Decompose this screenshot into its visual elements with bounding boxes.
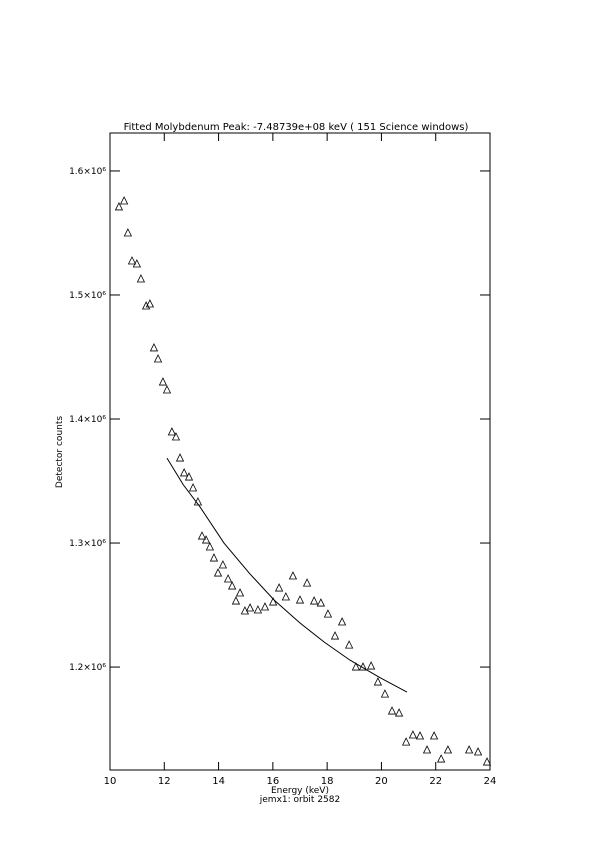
data-point: [422, 745, 432, 754]
data-point: [141, 301, 151, 310]
data-point: [260, 602, 270, 611]
data-point: [429, 731, 439, 740]
data-point: [373, 677, 383, 686]
data-point: [213, 568, 223, 577]
data-point: [145, 299, 155, 308]
data-point: [401, 737, 411, 746]
plot-frame: [109, 132, 491, 771]
data-point: [330, 631, 340, 640]
subtitle: jemx1: orbit 2582: [259, 795, 340, 805]
data-point: [184, 472, 194, 481]
data-point: [132, 259, 142, 268]
data-point: [274, 583, 284, 592]
data-point: [188, 483, 198, 492]
data-point: [415, 731, 425, 740]
data-point: [436, 754, 446, 763]
data-point: [171, 432, 181, 441]
y-axis-label: Detector counts: [55, 416, 65, 488]
data-point: [288, 571, 298, 580]
chart-title: Fitted Molybdenum Peak: -7.48739e+08 keV…: [124, 122, 469, 133]
data-point: [197, 531, 207, 540]
x-tick-label: 16: [266, 776, 279, 787]
y-tick-label: 1.2×10⁶: [69, 663, 106, 673]
x-tick-label: 20: [375, 776, 388, 787]
y-tick-label: 1.5×10⁶: [69, 291, 106, 301]
data-point: [309, 596, 319, 605]
x-axis-label: Energy (keV): [271, 786, 329, 796]
data-point: [167, 427, 177, 436]
fit-line: [166, 457, 408, 693]
data-point: [235, 588, 245, 597]
data-point: [227, 581, 237, 590]
x-tick-label: 22: [429, 776, 442, 787]
data-point: [387, 706, 397, 715]
data-point: [268, 597, 278, 606]
x-tick-label: 18: [321, 776, 334, 787]
data-point: [153, 354, 163, 363]
data-point: [302, 578, 312, 587]
data-point: [123, 228, 133, 237]
y-tick-label: 1.6×10⁶: [69, 167, 106, 177]
data-point: [323, 609, 333, 618]
data-point: [253, 605, 263, 614]
y-tick-label: 1.4×10⁶: [69, 415, 106, 425]
data-point: [218, 560, 228, 569]
data-point: [380, 689, 390, 698]
data-point: [127, 256, 137, 265]
data-point: [351, 662, 361, 671]
data-point: [119, 196, 129, 205]
data-point: [473, 747, 483, 756]
data-point: [344, 640, 354, 649]
data-point: [205, 542, 215, 551]
data-point: [231, 596, 241, 605]
data-point: [201, 535, 211, 544]
data-point: [209, 553, 219, 562]
data-point: [394, 708, 404, 717]
data-point: [316, 598, 326, 607]
data-point: [366, 661, 376, 670]
data-point: [149, 343, 159, 352]
data-point: [482, 757, 492, 766]
data-point: [162, 385, 172, 394]
x-tick-label: 24: [484, 776, 497, 787]
data-point: [223, 574, 233, 583]
data-point: [464, 745, 474, 754]
data-point: [245, 603, 255, 612]
data-point: [443, 745, 453, 754]
data-point: [179, 468, 189, 477]
x-tick-label: 14: [212, 776, 225, 787]
x-tick-label: 12: [158, 776, 171, 787]
data-point: [337, 617, 347, 626]
x-tick-label: 10: [104, 776, 117, 787]
data-point: [136, 274, 146, 283]
data-point: [175, 453, 185, 462]
data-point: [281, 592, 291, 601]
y-tick-label: 1.3×10⁶: [69, 539, 106, 549]
data-point: [408, 730, 418, 739]
data-point: [295, 595, 305, 604]
data-point: [114, 202, 124, 211]
data-point: [158, 377, 168, 386]
